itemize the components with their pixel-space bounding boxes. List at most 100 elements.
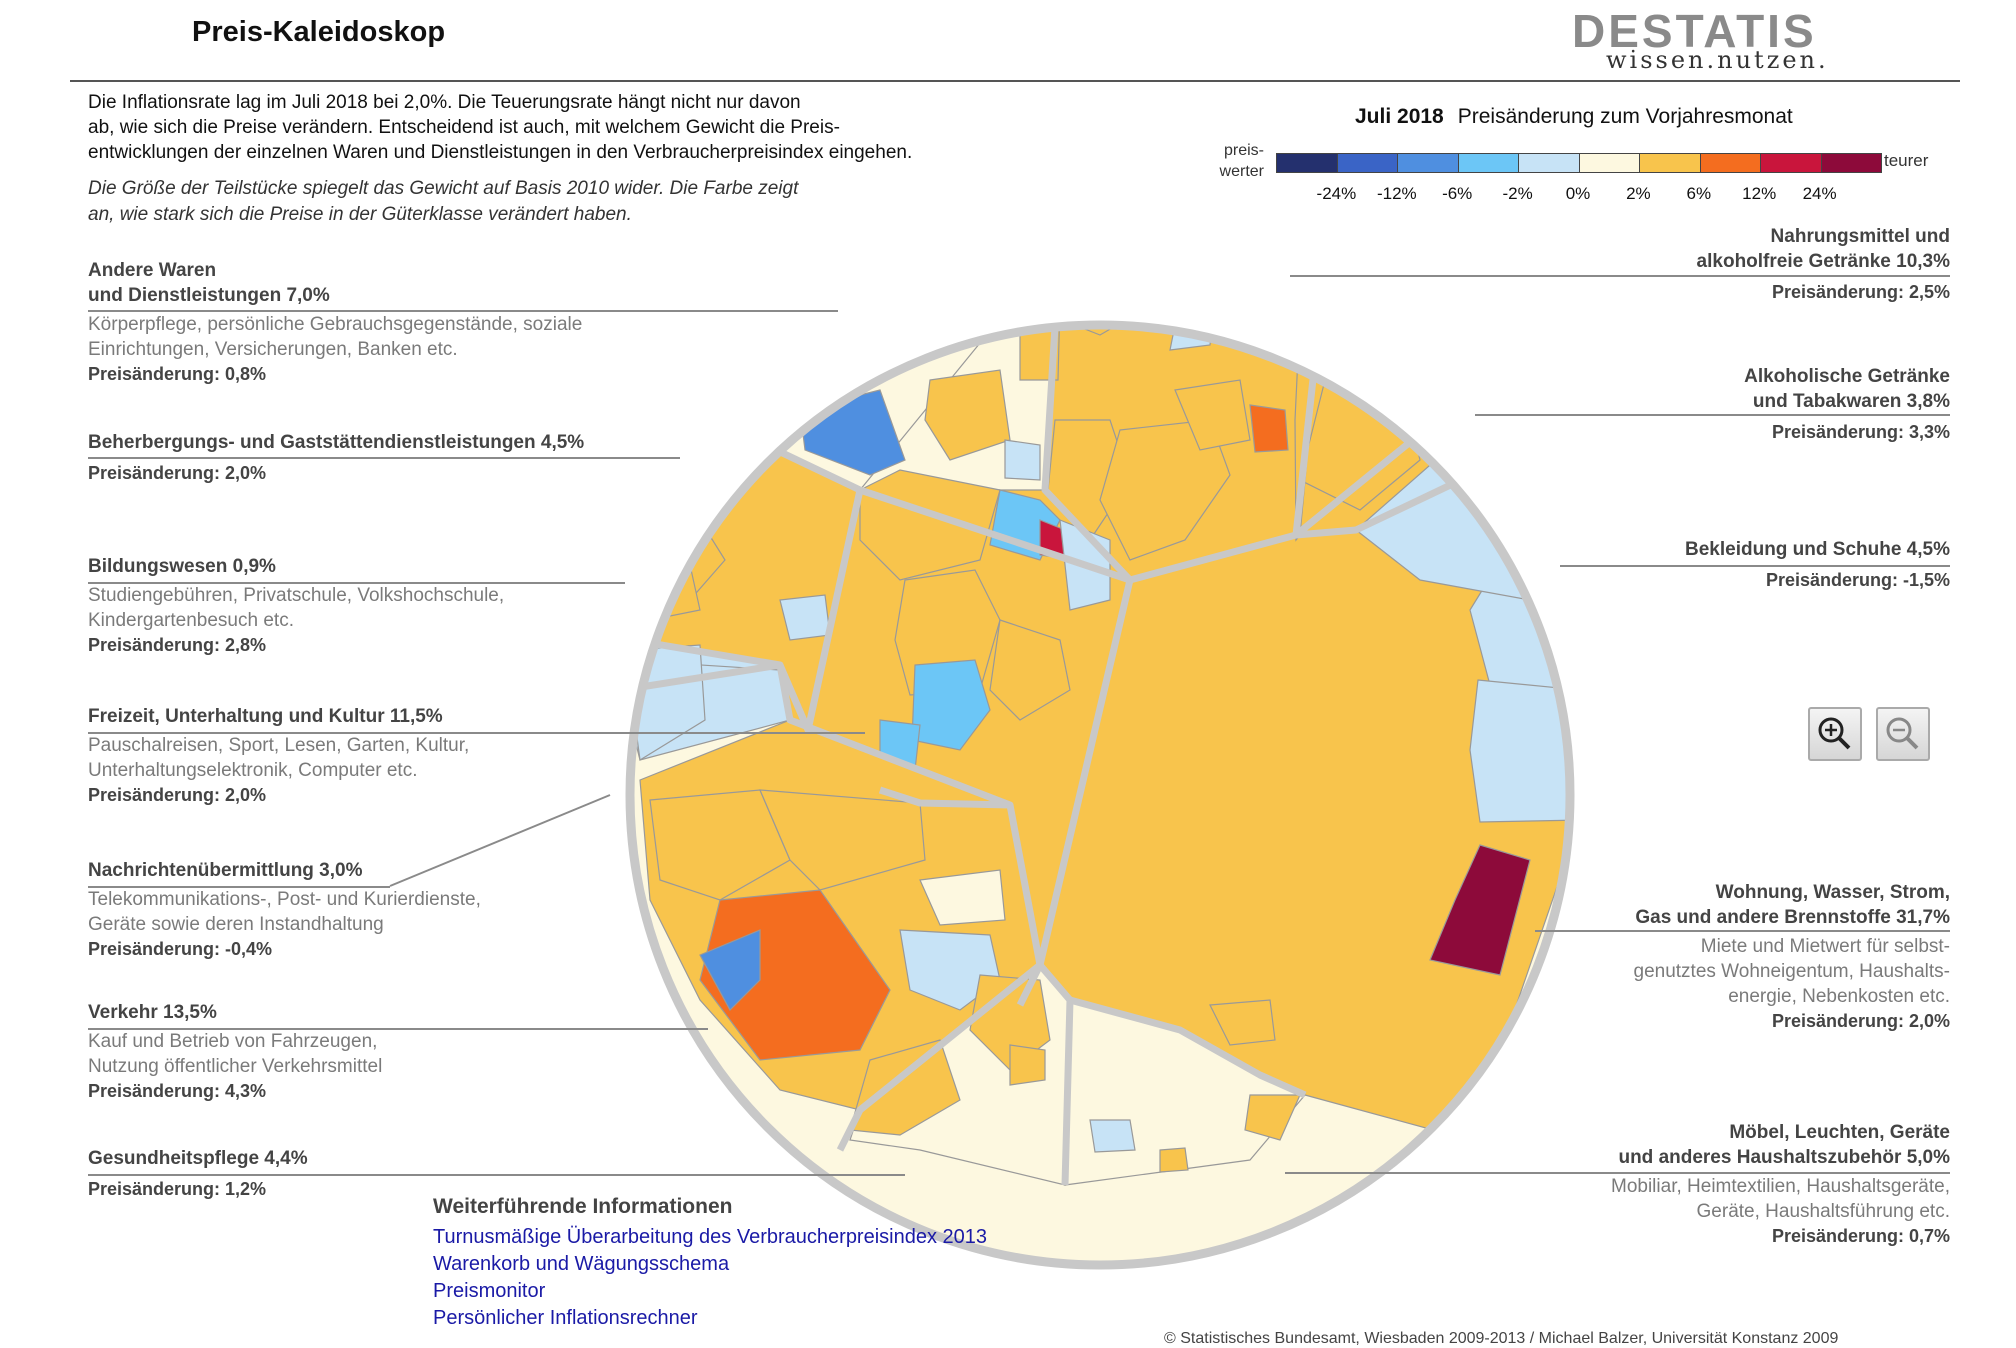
cell-food-yellow[interactable] [1174,379,1251,451]
cell-food-orange[interactable] [1249,404,1289,453]
category-name: Andere Waren [88,260,217,281]
category-description: Mobiliar, Heimtextilien, Haushaltsgeräte… [1611,1176,1950,1197]
legend-cheaper-label: preis- werter [1200,140,1264,182]
legend-swatch [1458,154,1519,172]
category-description: Geräte sowie deren Instandhaltung [88,914,384,935]
category-label[interactable]: Beherbergungs- und Gaststättendienstleis… [88,430,584,486]
legend-title: Juli 2018 Preisänderung zum Vorjahresmona… [1355,105,1793,129]
region-border [1036,579,1134,966]
category-description: Geräte, Haushaltsführung etc. [1696,1201,1950,1222]
category-underline [88,1174,905,1176]
cell-transport-orange[interactable] [699,889,891,1061]
cell-furniture-yellow[interactable] [1159,1147,1189,1173]
category-name: Freizeit, Unterhaltung und Kultur 11,5% [88,706,443,727]
zoom-in-button[interactable] [1808,707,1862,761]
leader-line [389,794,611,887]
link-basket-weights[interactable]: Warenkorb und Wägungsschema [433,1253,730,1275]
legend-tick-label: 2% [1626,184,1651,203]
cell-other-yellow[interactable] [924,369,1011,461]
category-name: Alkoholische Getränke [1744,366,1950,387]
category-label[interactable]: Andere Waren und Dienstleistungen 7,0% Kör… [88,258,582,387]
category-price-change: Preisänderung: 2,0% [1771,1011,1950,1031]
legend-swatch [1761,154,1822,172]
cell-housing-energy[interactable] [1429,844,1531,976]
category-description: Nutzung öffentlicher Verkehrsmittel [88,1056,383,1077]
legend-caption: Preisänderung zum Vorjahresmonat [1457,105,1793,128]
category-name: Nahrungsmittel und [1770,226,1950,247]
category-price-change: Preisänderung: 1,2% [88,1179,267,1199]
legend-swatch [1821,154,1881,172]
link-revision-2013[interactable]: Turnusmäßige Überarbeitung des Verbrauch… [433,1226,988,1248]
intro-note-line: an, wie stark sich die Preise in der Güt… [88,204,632,225]
category-name: und Dienstleistungen 7,0% [88,285,330,306]
cell-other-yellow[interactable] [699,300,831,411]
category-description: Pauschalreisen, Sport, Lesen, Garten, Ku… [88,735,470,756]
category-name: Möbel, Leuchten, Geräte [1729,1122,1950,1143]
legend-tick-label: 12% [1742,184,1777,203]
category-label[interactable]: Verkehr 13,5% Kauf und Betrieb von Fahrze… [88,1000,382,1104]
category-label[interactable]: Nachrichtenübermittlung 3,0% Telekommunik… [88,858,481,962]
category-label[interactable]: Freizeit, Unterhaltung und Kultur 11,5% P… [88,704,469,808]
header-divider [70,80,1960,82]
category-description: Einrichtungen, Versicherungen, Banken et… [88,339,458,360]
category-underline [88,1028,708,1030]
category-label[interactable]: Möbel, Leuchten, Geräte und anderes Haush… [1611,1120,1950,1249]
logo-tagline: wissen.nutzen. [1606,46,1829,74]
cell-leisure-yellow[interactable] [859,469,1001,581]
cell-transport-yellow[interactable] [759,789,926,891]
cell-transport-cream[interactable] [919,869,1006,926]
category-name: Bildungswesen 0,9% [88,556,276,577]
cell-leisure-yellow[interactable] [649,419,741,511]
category-label[interactable]: Alkoholische Getränke und Tabakwaren 3,8%… [1744,364,1950,445]
category-name: und anderes Haushaltszubehör 5,0% [1618,1147,1950,1168]
cell-furniture-yellow[interactable] [1244,1094,1301,1141]
logo-wordmark: DESTATIS [1572,5,1817,57]
cell-housing-yellow[interactable] [1209,999,1276,1046]
category-price-change: Preisänderung: -0,4% [88,939,273,959]
category-description: genutztes Wohneigentum, Haushalts- [1633,961,1951,982]
category-label[interactable]: Bildungswesen 0,9% Studiengebühren, Priva… [88,554,504,658]
legend-tick-label: -2% [1502,184,1533,203]
intro-line: ab, wie sich die Preise verändern. Entsc… [88,117,840,138]
legend-swatch [1337,154,1398,172]
category-label[interactable]: Gesundheitspflege 4,4% Preisänderung: 1,2… [88,1146,308,1202]
link-inflation-calculator[interactable]: Persönlicher Inflationsrechner [433,1307,698,1329]
legend-cheaper-line: werter [1219,163,1264,180]
category-price-change: Preisänderung: 0,7% [1771,1226,1950,1246]
category-description: Kauf und Betrieb von Fahrzeugen, [88,1031,378,1052]
category-description: Unterhaltungselektronik, Computer etc. [88,760,418,781]
category-description: Studiengebühren, Privatschule, Volkshoch… [88,585,505,606]
category-label[interactable]: Bekleidung und Schuhe 4,5% Preisänderung:… [1685,537,1950,593]
category-underline [1285,1172,1950,1174]
legend-swatch [1277,154,1338,172]
category-label[interactable]: Wohnung, Wasser, Strom, Gas und andere Br… [1634,880,1951,1034]
zoom-out-icon [1886,717,1919,750]
cell-other-yellow[interactable] [879,248,986,351]
cell-health-yellow[interactable] [1009,1044,1046,1086]
category-price-change: Preisänderung: 2,5% [1771,282,1950,302]
category-underline [1290,275,1950,277]
link-price-monitor[interactable]: Preismonitor [433,1280,546,1302]
category-name: Bekleidung und Schuhe 4,5% [1685,539,1950,560]
cell-transport-blue[interactable] [699,929,761,1011]
category-price-change: Preisänderung: 3,3% [1771,422,1950,442]
destatis-logo[interactable]: DESTATIS wissen.nutzen. [1520,4,1826,74]
zoom-out-button[interactable] [1876,707,1930,761]
legend-tick-label: 6% [1686,184,1712,203]
region-border [630,661,781,694]
cell-furniture-blue[interactable] [1089,1119,1136,1153]
legend-cheaper-line: preis- [1223,142,1264,159]
cell-food-blue[interactable] [1169,300,1216,351]
intro-text: Die Inflationsrate lag im Juli 2018 bei … [88,90,1018,165]
copyright: © Statistisches Bundesamt, Wiesbaden 200… [1164,1330,1839,1347]
category-name: alkoholfreie Getränke 10,3% [1696,251,1950,272]
category-label[interactable]: Nahrungsmittel und alkoholfreie Getränke … [1697,224,1950,305]
legend-swatch [1519,154,1580,172]
cell-other-blue[interactable] [769,369,811,411]
cell-other-blue[interactable] [1004,439,1041,481]
further-info-title: Weiterführende Informationen [433,1195,733,1218]
cell-leisure-yellow[interactable] [989,619,1071,721]
category-underline [88,457,680,459]
cell-transport-yellow[interactable] [649,789,791,901]
